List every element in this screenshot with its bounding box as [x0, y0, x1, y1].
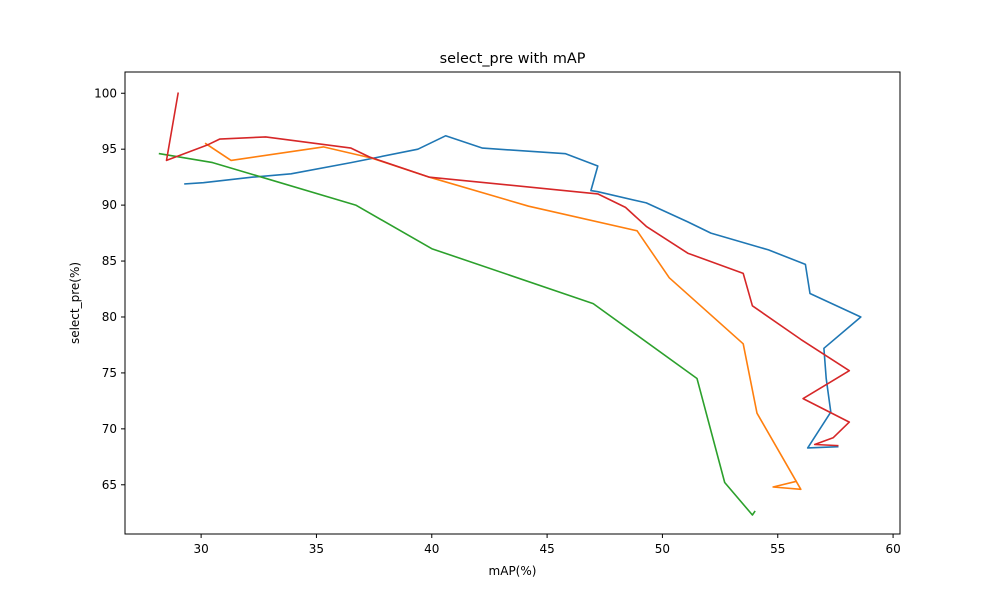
y-tick-label: 85 — [102, 254, 117, 268]
plot-frame — [124, 71, 901, 535]
x-tick-label: 40 — [424, 542, 439, 556]
x-tick-label: 50 — [655, 542, 670, 556]
x-tick-label: 35 — [309, 542, 324, 556]
series-line-1 — [184, 135, 862, 449]
y-tick-label: 100 — [94, 86, 117, 100]
x-tick-label: 30 — [193, 542, 208, 556]
x-tick-label: 55 — [770, 542, 785, 556]
y-tick-label: 95 — [102, 142, 117, 156]
axis-ticks: 30 35 40 45 50 55 60 65 70 75 80 85 90 95 100 — [94, 86, 901, 556]
x-axis-label: mAP(%) — [489, 564, 537, 578]
series-line-4 — [165, 92, 851, 447]
y-tick-label: 65 — [102, 478, 117, 492]
x-tick-label: 60 — [885, 542, 900, 556]
y-tick-label: 70 — [102, 422, 117, 436]
series-line-2 — [204, 142, 802, 491]
series-line-3 — [158, 152, 756, 516]
chart-title: select_pre with mAP — [440, 51, 586, 67]
y-tick-label: 90 — [102, 198, 117, 212]
y-axis-label: select_pre(%) — [68, 262, 82, 344]
x-tick-label: 45 — [539, 542, 554, 556]
y-tick-label: 75 — [102, 366, 117, 380]
y-tick-label: 80 — [102, 310, 117, 324]
plot-area — [158, 92, 862, 516]
